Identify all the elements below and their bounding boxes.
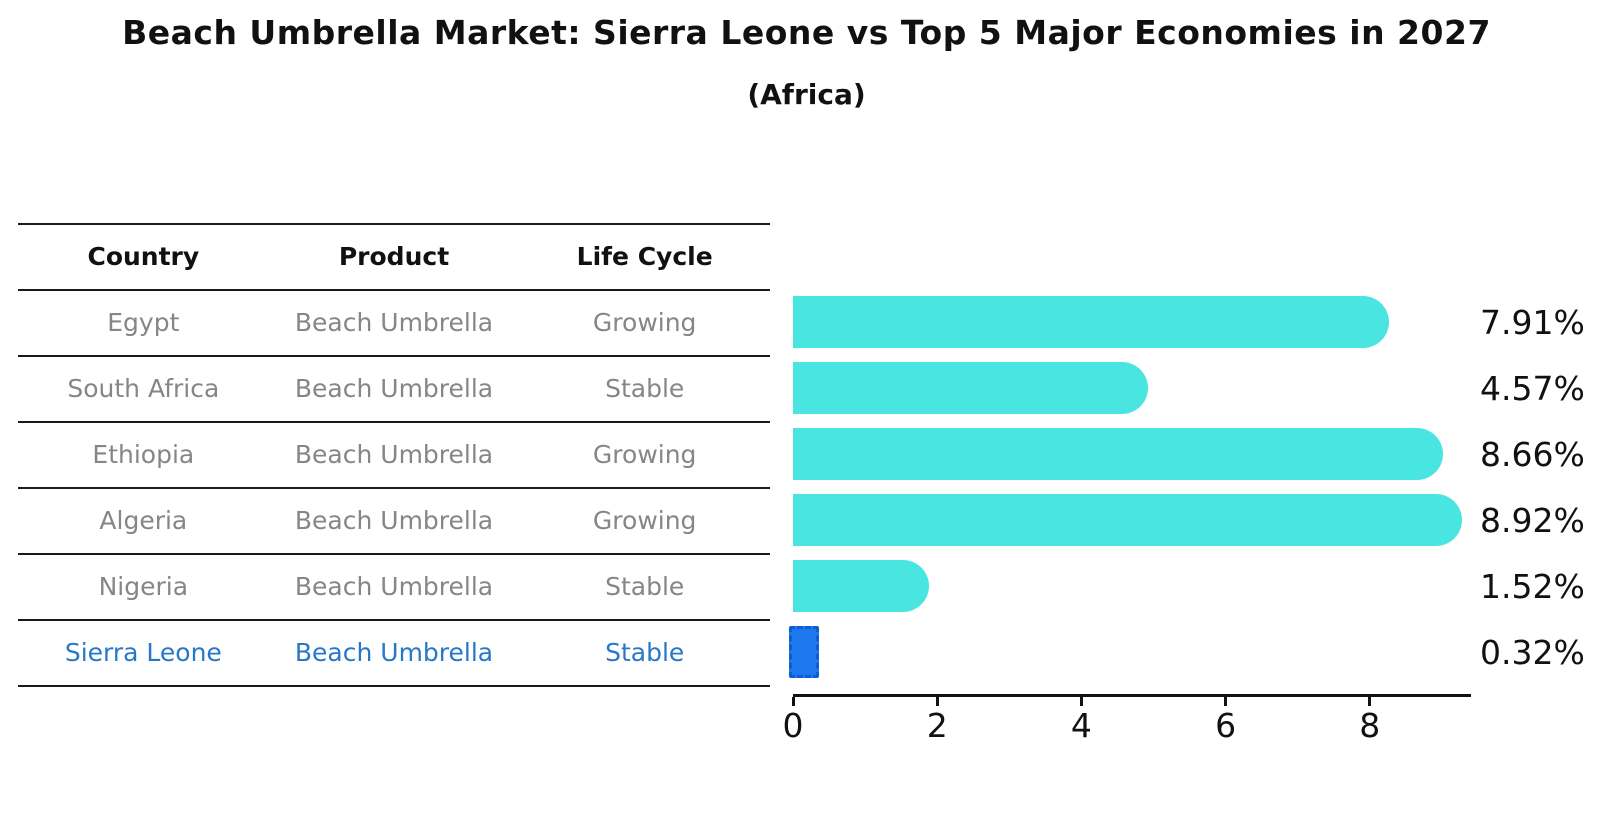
bar-sierra-leone <box>789 626 820 678</box>
lifecycle-cell: Stable <box>605 373 685 403</box>
table-rule <box>18 289 770 291</box>
x-axis-tick-label: 8 <box>1359 706 1381 745</box>
table-row-nigeria: Nigeria Beach Umbrella Stable <box>18 553 770 619</box>
product-cell: Beach Umbrella <box>294 373 494 403</box>
product-cell: Beach Umbrella <box>294 637 494 667</box>
table-rule <box>18 685 770 687</box>
country-cell: Nigeria <box>98 571 189 601</box>
bar-egypt <box>793 296 1390 348</box>
table-row-sierra-leone: Sierra Leone Beach Umbrella Stable <box>18 619 770 685</box>
bar-south-africa <box>793 362 1149 414</box>
product-cell: Beach Umbrella <box>294 571 494 601</box>
column-header-lifecycle: Life Cycle <box>576 241 713 271</box>
table-rule <box>18 223 770 225</box>
chart-title: Beach Umbrella Market: Sierra Leone vs T… <box>122 13 1491 52</box>
value-label-south-africa: 4.57% <box>1480 368 1585 408</box>
column-header-product: Product <box>338 241 450 271</box>
table-rule <box>18 421 770 423</box>
country-cell: Ethiopia <box>92 439 195 469</box>
value-label-nigeria: 1.52% <box>1480 566 1585 606</box>
x-axis-tick-label: 4 <box>1070 706 1092 745</box>
table-header-row: Country Product Life Cycle <box>18 223 770 289</box>
table-row-egypt: Egypt Beach Umbrella Growing <box>18 289 770 355</box>
table-row-ethiopia: Ethiopia Beach Umbrella Growing <box>18 421 770 487</box>
lifecycle-cell: Stable <box>605 637 685 667</box>
x-axis-tick-label: 2 <box>926 706 948 745</box>
column-header-country: Country <box>87 241 200 271</box>
country-cell: South Africa <box>67 373 220 403</box>
value-label-ethiopia: 8.66% <box>1480 434 1585 474</box>
bar-algeria <box>793 494 1463 546</box>
table-rule <box>18 355 770 357</box>
x-axis-tick <box>791 697 795 706</box>
x-axis-line <box>793 694 1471 697</box>
x-axis-tick <box>1224 697 1228 706</box>
bar-nigeria <box>793 560 929 612</box>
table-row-algeria: Algeria Beach Umbrella Growing <box>18 487 770 553</box>
table-rule <box>18 487 770 489</box>
value-label-algeria: 8.92% <box>1480 500 1585 540</box>
x-axis-tick-label: 6 <box>1215 706 1237 745</box>
lifecycle-cell: Growing <box>592 307 697 337</box>
table-rule <box>18 553 770 555</box>
country-cell: Algeria <box>99 505 188 535</box>
product-cell: Beach Umbrella <box>294 505 494 535</box>
value-label-sierra-leone: 0.32% <box>1480 632 1585 672</box>
x-axis-tick-label: 0 <box>782 706 804 745</box>
product-cell: Beach Umbrella <box>294 439 494 469</box>
x-axis-tick <box>1079 697 1083 706</box>
country-cell: Sierra Leone <box>64 637 222 667</box>
product-cell: Beach Umbrella <box>294 307 494 337</box>
lifecycle-cell: Growing <box>592 505 697 535</box>
lifecycle-cell: Stable <box>605 571 685 601</box>
bar-ethiopia <box>793 428 1444 480</box>
x-axis-tick <box>935 697 939 706</box>
chart-subtitle: (Africa) <box>747 78 866 111</box>
lifecycle-cell: Growing <box>592 439 697 469</box>
country-cell: Egypt <box>107 307 180 337</box>
value-label-egypt: 7.91% <box>1480 302 1585 342</box>
x-axis-tick <box>1368 697 1372 706</box>
table-rule <box>18 619 770 621</box>
table-row-south-africa: South Africa Beach Umbrella Stable <box>18 355 770 421</box>
